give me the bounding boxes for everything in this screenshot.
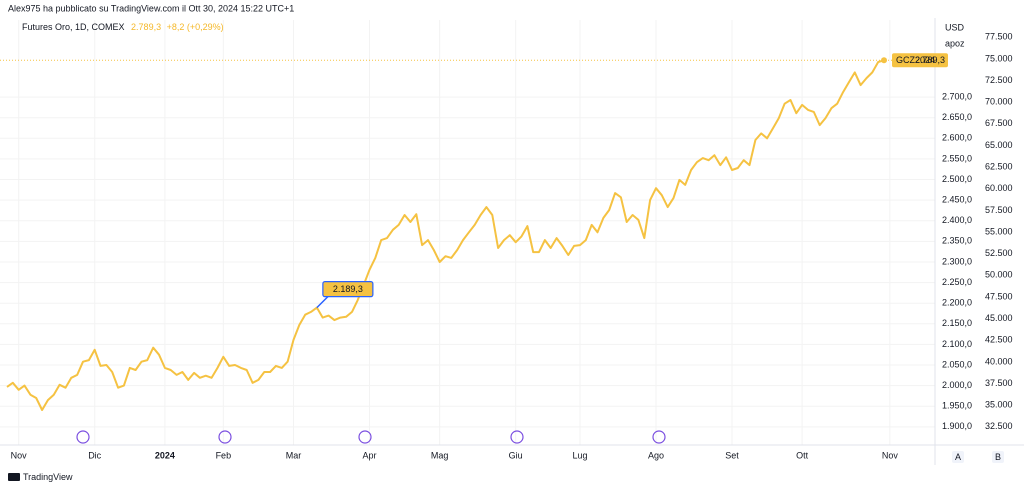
y2-tick-label: 42.500 — [985, 335, 1013, 345]
annotation-box — [322, 281, 374, 298]
y2-tick-label: 57.500 — [985, 205, 1013, 215]
x-tick-label: Dic — [88, 450, 101, 460]
y-tick-label: 2.300,0 — [942, 256, 972, 266]
y-tick-label: 2.200,0 — [942, 298, 972, 308]
x-tick-label: Set — [725, 450, 739, 460]
y-tick-label: 2.500,0 — [942, 174, 972, 184]
y-tick-label: 2.100,0 — [942, 339, 972, 349]
events — [76, 430, 666, 444]
y2-tick-label: 55.000 — [985, 226, 1013, 236]
event-icon[interactable] — [358, 430, 372, 444]
y2-tick-label: 52.500 — [985, 248, 1013, 258]
y2-tick-label: 37.500 — [985, 378, 1013, 388]
y-tick-label: 1.950,0 — [942, 401, 972, 411]
price-line — [6, 59, 885, 411]
y2-tick-label: 67.500 — [985, 118, 1013, 128]
y2-tick-label: 50.000 — [985, 270, 1013, 280]
annotation: 2.189,3 — [333, 284, 363, 294]
button-label: A — [955, 452, 961, 462]
x-tick-label: Mag — [431, 450, 449, 460]
y2-tick-label: 47.500 — [985, 291, 1013, 301]
chart-title: Futures Oro, 1D, COMEX — [22, 22, 125, 32]
x-tick-label: Ago — [648, 450, 664, 460]
y2-tick-label: 77.500 — [985, 32, 1013, 42]
event-icon[interactable] — [218, 430, 232, 444]
grid — [0, 20, 935, 445]
logo: TradingView — [8, 472, 73, 482]
event-icon[interactable] — [510, 430, 524, 444]
y-tick-label: 2.150,0 — [942, 318, 972, 328]
event-icon[interactable] — [76, 430, 90, 444]
x-tick-label: 2024 — [155, 450, 175, 460]
annotation-pointer — [316, 295, 330, 309]
y-tick-label: 2.400,0 — [942, 215, 972, 225]
x-tick-label: Giu — [509, 450, 523, 460]
y-tick-label: 1.900,0 — [942, 421, 972, 431]
y-tick-label: 2.050,0 — [942, 359, 972, 369]
x-tick-label: Ott — [796, 450, 809, 460]
x-tick-label: Nov — [882, 450, 899, 460]
y2-tick-label: 60.000 — [985, 183, 1013, 193]
header: Alex975 ha pubblicato su TradingView.com… — [8, 3, 294, 13]
x-tick-label: Lug — [572, 450, 587, 460]
y2-tick-label: 32.500 — [985, 421, 1013, 431]
x-tick-label: Nov — [11, 450, 28, 460]
change: +8,2 (+0,29%) — [167, 22, 224, 32]
event-icon[interactable] — [652, 430, 666, 444]
y2-tick-label: 65.000 — [985, 140, 1013, 150]
series-name: GCZ2024 — [896, 55, 935, 65]
y-tick-label: 2.350,0 — [942, 236, 972, 246]
y2-tick-label: 45.000 — [985, 313, 1013, 323]
legend: Futures Oro, 1D, COMEX 2.789,3 +8,2 (+0,… — [22, 22, 224, 32]
y-tick-label: 2.600,0 — [942, 133, 972, 143]
currency: USD — [945, 22, 965, 32]
price: 2.789,3 — [131, 22, 161, 32]
price-label: 2.789,3 — [915, 55, 945, 65]
x-tick-label: Apr — [362, 450, 376, 460]
y2-tick-label: 70.000 — [985, 97, 1013, 107]
y2-label: apoz — [945, 38, 965, 48]
y-tick-label: 2.450,0 — [942, 195, 972, 205]
price-label-bg — [892, 53, 948, 68]
button[interactable] — [952, 451, 964, 463]
y-tick-label: 2.550,0 — [942, 153, 972, 163]
y-tick-label: 2.700,0 — [942, 91, 972, 101]
y-tick-label: 2.000,0 — [942, 380, 972, 390]
button-label: B — [995, 452, 1001, 462]
x-tick-label: Feb — [216, 450, 232, 460]
x-tick-label: Mar — [286, 450, 302, 460]
y2-tick-label: 75.000 — [985, 53, 1013, 63]
footer: TradingView — [23, 472, 73, 482]
button[interactable] — [992, 451, 1004, 463]
last-point — [881, 57, 887, 64]
y-tick-label: 2.250,0 — [942, 277, 972, 287]
y2-tick-label: 35.000 — [985, 400, 1013, 410]
y2-tick-label: 72.500 — [985, 75, 1013, 85]
y-tick-label: 2.650,0 — [942, 112, 972, 122]
y2-tick-label: 62.500 — [985, 162, 1013, 172]
y2-tick-label: 40.000 — [985, 356, 1013, 366]
